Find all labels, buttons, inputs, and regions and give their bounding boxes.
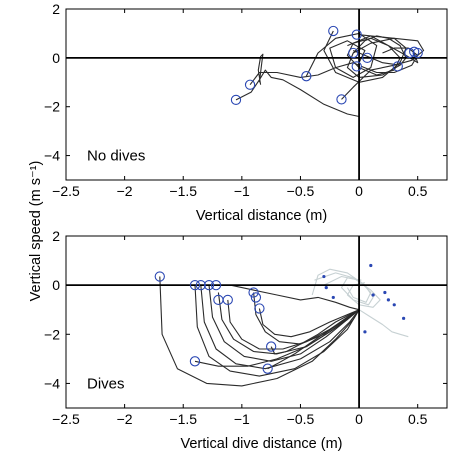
start-marker <box>362 52 373 64</box>
start-marker <box>266 341 277 352</box>
x-axis-label: Vertical distance (m) <box>196 208 327 224</box>
data-dot <box>371 293 375 297</box>
y-tick-label: 2 <box>52 228 60 244</box>
x-tick-label: 0 <box>355 411 363 427</box>
trajectory-line <box>208 285 360 362</box>
data-dot <box>402 316 406 320</box>
trajectory-line <box>253 292 360 345</box>
x-tick-label: −2.5 <box>52 183 80 199</box>
trajectory-line <box>352 35 407 66</box>
start-marker <box>248 287 259 298</box>
y-tick-label: 0 <box>52 277 60 293</box>
start-marker <box>392 61 403 72</box>
start-marker <box>262 363 273 374</box>
start-marker <box>404 47 415 59</box>
start-marker <box>250 292 262 303</box>
start-marker <box>254 303 265 314</box>
y-tick-label: −2 <box>44 99 60 115</box>
panel-no-dives: −2.5 −2 −1.5 −1 −0.5 0 0.5 −4 −2 0 2 No dives Vertic… <box>44 1 448 224</box>
trajectory-line <box>341 37 425 100</box>
y-tick-label: −4 <box>44 148 60 164</box>
data-dot <box>369 263 373 268</box>
start-marker <box>412 47 423 59</box>
panel-label: Dives <box>87 375 125 392</box>
trajectory-line <box>305 32 378 78</box>
faded-trajectory-line <box>323 275 372 303</box>
panel-dives: −2.5 −2 −1.5 −1 −0.5 0 0.5 −4 −2 0 2 Dives Vertical … <box>44 228 448 452</box>
start-marker <box>301 71 312 82</box>
data-dot <box>324 286 328 290</box>
start-marker <box>154 271 165 282</box>
start-marker <box>328 25 339 37</box>
start-marker <box>351 29 362 40</box>
x-axis-label: Vertical dive distance (m) <box>181 436 343 452</box>
trajectory-line <box>249 62 360 86</box>
trajectory-line <box>346 34 419 76</box>
trajectory-line <box>267 309 360 370</box>
trajectory-line <box>361 47 419 74</box>
trajectory-line <box>192 284 360 311</box>
data-dot <box>386 298 390 302</box>
trajectory-line <box>258 308 360 338</box>
panel-label: No dives <box>87 148 145 165</box>
start-marker <box>222 294 233 306</box>
trajectory-line <box>194 285 360 377</box>
x-tick-label: −1 <box>234 411 250 427</box>
x-tick-label: 0 <box>355 183 363 199</box>
x-tick-label: −2 <box>117 411 133 427</box>
start-marker <box>244 79 256 90</box>
start-marker <box>203 279 215 291</box>
plot-frame <box>65 8 448 181</box>
x-tick-label: −2.5 <box>52 411 80 427</box>
trajectory-line <box>270 309 360 355</box>
start-marker <box>195 279 206 291</box>
x-tick-label: 0.5 <box>408 183 428 199</box>
data-dot <box>392 303 396 307</box>
y-tick-label: 2 <box>52 1 60 17</box>
start-marker <box>348 47 359 59</box>
y-tick-label: 0 <box>52 50 60 66</box>
y-tick-label: −2 <box>44 326 60 342</box>
data-dot <box>322 274 326 279</box>
x-tick-label: −0.5 <box>287 411 315 427</box>
data-dot <box>383 290 387 295</box>
trajectory-line <box>159 276 360 387</box>
trajectory-line <box>194 309 360 367</box>
x-tick-label: −1.5 <box>169 183 197 199</box>
x-tick-label: 0.5 <box>408 411 428 427</box>
start-marker <box>230 94 242 106</box>
data-dot <box>331 295 335 300</box>
x-tick-label: −0.5 <box>287 183 315 199</box>
shared-y-axis-label: Vertical speed (m s⁻¹) <box>28 161 44 302</box>
start-marker <box>189 279 201 291</box>
faded-trajectory-line <box>358 309 409 338</box>
trajectory-line <box>200 285 360 370</box>
plot-frame <box>65 235 448 409</box>
start-marker <box>351 61 362 72</box>
start-marker <box>210 279 222 291</box>
x-tick-label: −2 <box>117 183 133 199</box>
faded-trajectory-line <box>314 272 381 308</box>
start-marker <box>336 94 347 105</box>
y-tick-label: −4 <box>44 375 60 391</box>
x-tick-label: −1 <box>234 183 250 199</box>
x-tick-label: −1.5 <box>169 411 197 427</box>
data-dot <box>363 330 367 334</box>
trajectory-line <box>235 69 360 118</box>
start-marker <box>189 356 201 367</box>
